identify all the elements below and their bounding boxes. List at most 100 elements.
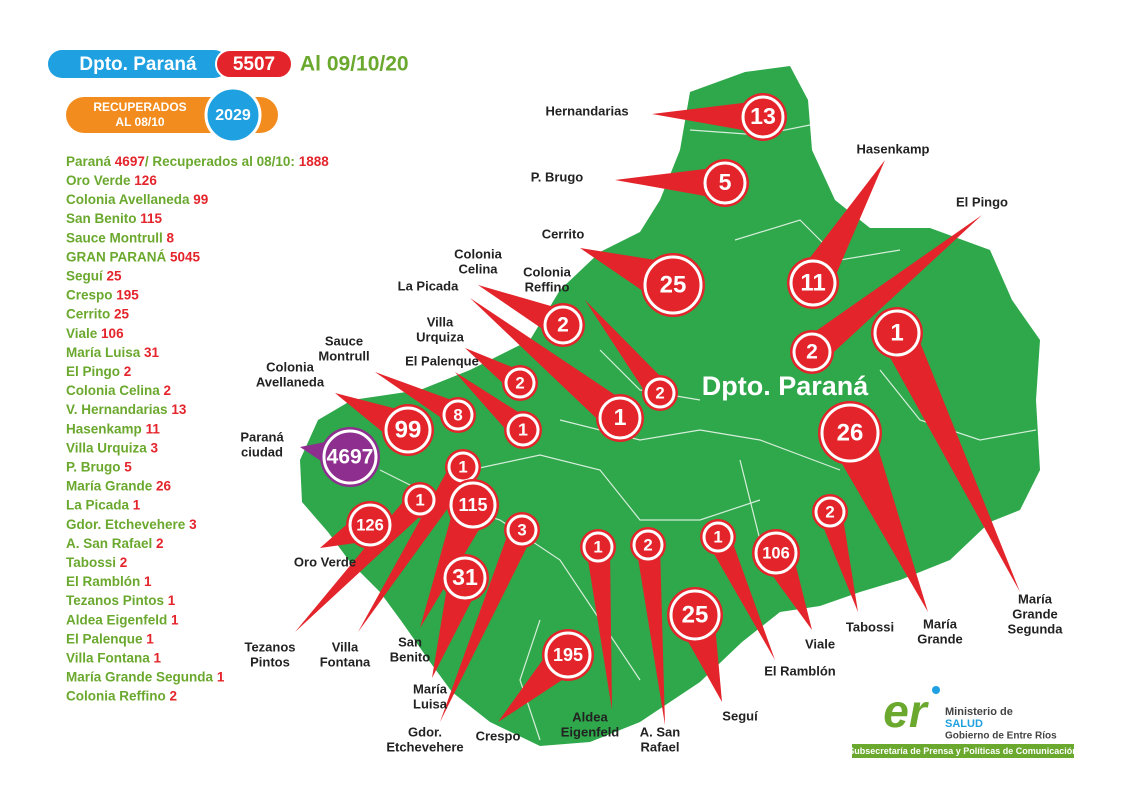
- marker-ring: [703, 161, 747, 205]
- list-row: La Picada 1: [66, 497, 141, 512]
- marker-label: El Ramblón: [764, 663, 836, 678]
- list-row: Tezanos Pintos 1: [66, 593, 176, 608]
- marker-ring: [443, 556, 487, 600]
- logo-banner-text: Subsecretaría de Prensa y Políticas de C…: [848, 746, 1078, 756]
- marker-ring: [449, 481, 497, 529]
- list-name: San Benito: [66, 211, 137, 226]
- marker-label: Reffino: [525, 279, 570, 294]
- list-name: Gdor. Etchevehere: [66, 516, 186, 531]
- marker-label: El Palenque: [405, 353, 479, 368]
- list-value: 106: [101, 325, 124, 340]
- marker-label: La Picada: [398, 278, 459, 293]
- list-name: Colonia Reffino: [66, 688, 166, 703]
- list-row: Colonia Reffino 2: [66, 688, 177, 703]
- logo-banner: [852, 744, 1074, 758]
- list-name: Villa Urquiza: [66, 440, 147, 455]
- list-value: 99: [193, 192, 208, 207]
- list-value: 13: [171, 402, 187, 417]
- title: Dpto. Paraná: [79, 54, 197, 75]
- marker-label: Fontana: [320, 654, 371, 669]
- marker-label: Oro Verde: [294, 554, 356, 569]
- logo-dot: [932, 686, 940, 694]
- marker-value: 2: [655, 383, 664, 402]
- list-row: GRAN PARANÁ 5045: [66, 249, 201, 264]
- marker-label: María: [413, 681, 448, 696]
- list-row: El Ramblón 1: [66, 574, 152, 589]
- list-value: 2: [124, 364, 132, 379]
- marker-label: María: [1018, 591, 1053, 606]
- pointer: [829, 424, 928, 612]
- pointer: [585, 300, 670, 401]
- marker-value: 1: [713, 527, 722, 546]
- list-value: 3: [189, 516, 197, 531]
- logo-text: Ministerio de: [945, 706, 1013, 718]
- marker-label: Villa: [332, 639, 359, 654]
- marker-value: 4697: [327, 446, 374, 469]
- pointer: [358, 460, 474, 632]
- marker-ring: [632, 529, 664, 561]
- marker-value: 106: [762, 544, 790, 562]
- marker-value: 1: [614, 404, 627, 430]
- list-row: Gdor. Etchevehere 3: [66, 516, 197, 531]
- list-value: 1: [146, 631, 154, 646]
- logo-text: SALUD: [945, 718, 983, 730]
- list-name: El Palenque: [66, 631, 143, 646]
- marker-value: 2: [557, 314, 569, 337]
- marker-ring: [792, 332, 832, 372]
- list-row: Villa Urquiza 3: [66, 440, 159, 455]
- list-row: Colonia Celina 2: [66, 383, 171, 398]
- marker-value: 3: [517, 520, 526, 539]
- list-value: 1: [133, 497, 141, 512]
- list-row: Viale 106: [66, 325, 124, 340]
- marker-label: Hernandarias: [545, 103, 628, 118]
- marker-value: 1: [458, 457, 467, 476]
- marker-ring: [820, 403, 880, 463]
- marker-value: 115: [458, 495, 487, 515]
- list-name: Oro Verde: [66, 173, 131, 188]
- list-row: A. San Rafael 2: [66, 535, 164, 550]
- recovered-badge: [204, 86, 262, 144]
- marker-label: ciudad: [241, 444, 283, 459]
- marker-ring: [873, 309, 921, 357]
- marker-value: 2: [643, 535, 652, 554]
- recovered-label: RECUPERADOS: [93, 100, 186, 114]
- list-value: 25: [107, 268, 123, 283]
- marker-ring: [543, 305, 583, 345]
- list-name: Colonia Avellaneda: [66, 192, 190, 207]
- marker-value: 2: [825, 502, 834, 521]
- marker-label: Tezanos: [244, 639, 295, 654]
- marker-value: 5: [719, 169, 732, 195]
- marker-ring: [348, 503, 392, 547]
- list-value: 25: [114, 306, 130, 321]
- list-value: 26: [156, 478, 172, 493]
- marker-label: Seguí: [722, 708, 758, 723]
- marker-value: 99: [395, 416, 422, 443]
- list-name: María Grande: [66, 478, 153, 493]
- list-row: Crespo 195: [66, 287, 139, 302]
- marker-label: Etchevehere: [386, 739, 463, 754]
- marker-label: Villa: [427, 314, 454, 329]
- list-row: Seguí 25: [66, 268, 122, 283]
- pointer: [440, 525, 534, 722]
- marker-label: Aldea: [572, 709, 608, 724]
- list-row: Cerrito 25: [66, 306, 130, 321]
- list-value: 5045: [170, 249, 201, 264]
- marker-label: Gdor.: [408, 724, 442, 739]
- marker-ring: [643, 255, 703, 315]
- list-row: María Grande 26: [66, 478, 172, 493]
- marker-value: 1: [890, 319, 903, 346]
- list-row: Sauce Montrull 8: [66, 230, 175, 245]
- marker-label: P. Brugo: [531, 169, 584, 184]
- marker-label: Colonia: [454, 246, 502, 261]
- list-value: 1: [168, 593, 176, 608]
- list-row: San Benito 115: [66, 211, 163, 226]
- list-note: / Recuperados al 08/10:: [145, 154, 295, 169]
- marker-label: A. San: [640, 724, 681, 739]
- list-value: 1: [217, 669, 225, 684]
- list-value: 1: [171, 612, 179, 627]
- list-name: Tezanos Pintos: [66, 593, 164, 608]
- marker-ring: [754, 531, 798, 575]
- marker-ring: [598, 396, 642, 440]
- map-label: Dpto. Paraná: [702, 371, 870, 401]
